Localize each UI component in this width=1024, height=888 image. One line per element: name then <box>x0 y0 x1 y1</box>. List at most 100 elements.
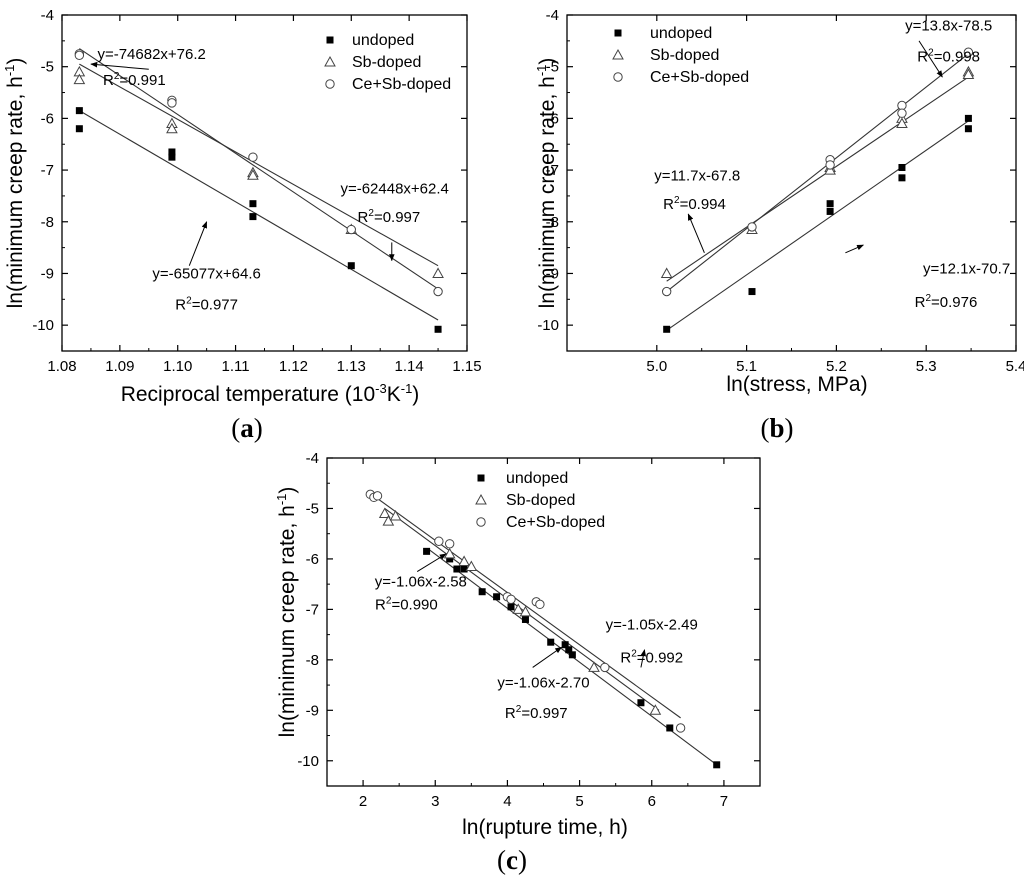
data-point-square <box>75 107 83 115</box>
y-axis-label: ln(minimum creep rate, h-1) <box>534 58 559 309</box>
fit-equation: y=13.8x-78.5 <box>905 18 992 35</box>
fit-line <box>369 492 681 719</box>
x-axis-label: Reciprocal temperature (10-3K-1) <box>121 381 420 406</box>
y-tick-label: -6 <box>546 110 559 127</box>
r-squared-label: R2=0.976 <box>915 293 978 311</box>
fit-equation: y=12.1x-70.7 <box>923 260 1010 277</box>
x-axis-label: ln(stress, MPa) <box>726 373 867 396</box>
r-squared-label: R2=0.997 <box>358 208 421 226</box>
data-point-square <box>168 153 176 161</box>
x-tick-label: 5.1 <box>736 358 757 375</box>
y-tick-label: -9 <box>306 702 319 719</box>
data-point-triangle <box>512 603 525 614</box>
r-squared-label: R2=0.990 <box>375 595 438 613</box>
data-point-triangle <box>389 510 402 521</box>
y-tick-label: -6 <box>41 110 54 127</box>
legend-marker-square <box>326 36 334 44</box>
panel-c: 2 3 4 5 6 7 -4 -5 -6 -7 -8 -9 -10 y=-1.06x-2.58 R2=0.9… <box>274 450 761 875</box>
x-tick-label: 5.2 <box>826 358 847 375</box>
legend-marker-circle <box>613 72 623 82</box>
data-point-square <box>423 547 431 555</box>
data-point-circle <box>825 160 835 170</box>
fit-equation: y=-1.06x-2.58 <box>375 574 467 591</box>
r-squared-label: R2=0.977 <box>175 296 238 314</box>
fit-line <box>666 53 969 292</box>
x-tick-label: 1.08 <box>47 358 76 375</box>
data-point-square <box>561 641 569 649</box>
data-point-circle <box>433 286 443 297</box>
x-tick-label: 6 <box>648 793 656 810</box>
y-tick-label: -7 <box>546 162 559 179</box>
data-point-circle <box>675 723 686 733</box>
panel-label: (a) <box>231 413 263 443</box>
x-tick-label: 7 <box>720 793 728 810</box>
data-point-square <box>637 699 645 707</box>
data-point-circle <box>167 98 177 108</box>
legend-label: undoped <box>352 32 414 49</box>
y-tick-label: -10 <box>32 317 54 334</box>
r-squared-label: R2=0.992 <box>620 648 683 666</box>
r-squared-label: R2=0.997 <box>505 704 568 722</box>
y-tick-label: -5 <box>41 59 54 76</box>
data-point-triangle <box>519 605 532 617</box>
y-tick-label: -10 <box>297 753 319 770</box>
x-tick-label: 1.15 <box>452 358 481 375</box>
data-point-circle <box>600 662 610 673</box>
annotation-arrow <box>845 244 864 254</box>
data-point-circle <box>434 536 444 546</box>
x-tick-label: 1.10 <box>163 358 192 375</box>
data-point-triangle <box>649 704 662 715</box>
data-point-circle <box>346 224 356 235</box>
panel-label: (c) <box>497 845 527 875</box>
annotation-arrow <box>918 40 943 78</box>
x-tick-label: 1.09 <box>105 358 134 375</box>
data-point-square <box>898 163 906 171</box>
legend-label: Sb-doped <box>650 47 719 64</box>
data-point-square <box>521 615 529 623</box>
x-tick-label: 5.3 <box>916 358 937 375</box>
fit-line <box>79 110 439 321</box>
y-axis-label: ln(minimum creep rate, h-1) <box>2 58 27 309</box>
data-point-square <box>964 125 972 133</box>
x-tick-label: 1.14 <box>395 358 424 375</box>
data-point-circle <box>747 222 757 232</box>
fit-equation: y=11.7x-67.8 <box>654 167 740 184</box>
annotation-arrow <box>188 221 208 266</box>
fit-line <box>666 76 969 282</box>
data-point-square <box>460 565 468 573</box>
legend-label: Ce+Sb-doped <box>506 514 605 531</box>
data-point-square <box>75 125 83 133</box>
data-point-square <box>249 200 257 208</box>
x-tick-label: 5.0 <box>646 358 667 375</box>
data-point-triangle <box>443 547 456 559</box>
y-tick-label: -10 <box>537 317 559 334</box>
panel-label: (b) <box>760 413 793 443</box>
x-tick-label: 2 <box>359 793 367 810</box>
fit-line <box>79 63 439 267</box>
y-tick-label: -7 <box>41 162 54 179</box>
data-point-square <box>826 207 834 215</box>
y-tick-label: -7 <box>306 601 319 618</box>
legend: undoped Sb-doped Ce+Sb-doped <box>475 470 605 531</box>
y-axis-label: ln(minimum creep rate, h-1) <box>274 487 299 738</box>
data-point-square <box>434 325 442 333</box>
panel-a: 1.08 1.09 1.10 1.11 1.12 1.13 1.14 1.15 -4 -5 -6 -7… <box>2 7 482 443</box>
fit-line <box>666 120 969 331</box>
fit-equation: y=-1.06x-2.70 <box>497 675 589 692</box>
legend-marker-circle <box>325 79 335 89</box>
data-point-circle <box>74 50 85 61</box>
r-squared-label: R2=0.994 <box>663 195 726 213</box>
y-tick-label: -9 <box>41 265 54 282</box>
data-point-circle <box>248 152 258 162</box>
data-point-triangle <box>588 661 600 672</box>
x-tick-label: 4 <box>503 793 511 810</box>
data-point-square <box>347 262 355 270</box>
annotation-arrow <box>90 61 149 70</box>
x-tick-label: 1.11 <box>222 358 250 375</box>
panel-b: 5.0 5.1 5.2 5.3 5.4 -4 -5 -6 -7 -8 -9 -10 y=13.8x-78… <box>534 7 1024 443</box>
data-point-triangle <box>432 267 444 278</box>
data-point-square <box>168 148 176 156</box>
y-tick-label: -8 <box>306 652 319 669</box>
data-point-square <box>453 565 461 573</box>
data-point-square <box>748 288 756 296</box>
